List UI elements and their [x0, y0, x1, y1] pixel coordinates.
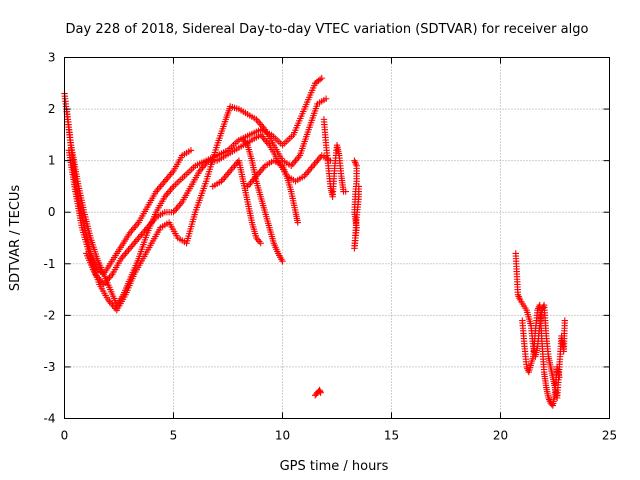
- y-tick-label: -3: [44, 360, 56, 374]
- y-tick-label: 1: [48, 154, 56, 168]
- satellite-track-e: [209, 157, 264, 247]
- x-axis-label: GPS time / hours: [280, 459, 389, 474]
- satellite-track-g: [244, 157, 301, 226]
- satellite-track-l: [519, 301, 563, 409]
- x-tick-label: 10: [275, 429, 290, 443]
- satellite-track-j: [312, 386, 324, 399]
- x-tick-label: 20: [493, 429, 508, 443]
- satellite-track-i: [351, 157, 362, 252]
- x-tick-label: 5: [170, 429, 178, 443]
- satellite-track-f: [240, 136, 286, 265]
- satellite-track-c: [65, 95, 330, 314]
- satellite-track-h: [320, 116, 349, 200]
- data-point: [279, 258, 286, 265]
- y-tick-label: 3: [48, 51, 56, 65]
- data-point: [257, 239, 264, 247]
- y-tick-label: -2: [44, 308, 56, 322]
- y-tick-label: 0: [48, 205, 56, 219]
- data-point: [355, 183, 362, 190]
- data-point: [317, 389, 324, 396]
- y-axis-label: SDTVAR / TECUs: [8, 185, 23, 292]
- satellite-track-b: [63, 74, 325, 309]
- data-point: [342, 188, 349, 195]
- data-point: [561, 317, 569, 324]
- y-tick-label: -1: [44, 257, 56, 271]
- y-tick-label: -4: [44, 412, 56, 426]
- data-point: [318, 74, 325, 82]
- x-tick-label: 0: [61, 429, 69, 443]
- x-tick-label: 25: [602, 429, 617, 443]
- data-point: [294, 219, 301, 226]
- y-tick-label: 2: [48, 102, 56, 116]
- x-tick-label: 15: [384, 429, 399, 443]
- data-point: [187, 147, 195, 154]
- data-point: [556, 374, 563, 381]
- chart-title: Day 228 of 2018, Sidereal Day-to-day VTE…: [66, 22, 589, 37]
- plot-frame: [64, 57, 610, 419]
- data-points: [61, 74, 569, 409]
- data-point: [322, 95, 330, 102]
